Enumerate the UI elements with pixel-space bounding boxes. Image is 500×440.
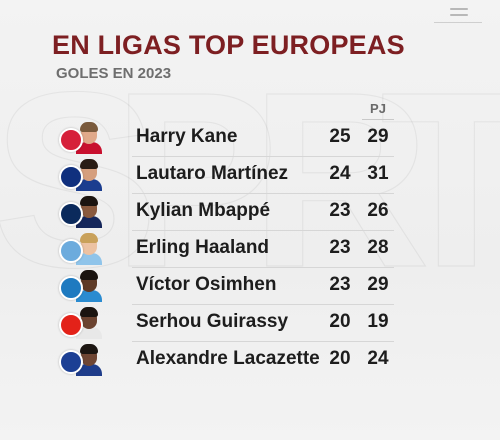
player-name: Erling Haaland (136, 237, 270, 258)
hair (80, 344, 98, 354)
player-avatar (59, 159, 105, 193)
club-crest-icon (59, 239, 83, 263)
goals-value: 23 (329, 237, 351, 258)
row-divider (132, 193, 394, 194)
corner-divider (434, 22, 482, 23)
row-divider (132, 304, 394, 305)
player-avatar (59, 122, 105, 156)
player-avatar (59, 307, 105, 341)
player-name: Serhou Guirassy (136, 311, 289, 332)
pj-value: 31 (367, 163, 389, 184)
row-divider (132, 267, 394, 268)
goals-value: 23 (329, 274, 351, 295)
table-row: Kylian Mbappé 23 26 (0, 196, 500, 232)
hair (80, 270, 98, 280)
goals-value: 20 (329, 348, 351, 369)
page-title: EN LIGAS TOP EUROPEAS (52, 30, 405, 60)
pj-value: 26 (367, 200, 389, 221)
shirt (76, 216, 102, 228)
pj-value: 19 (367, 311, 389, 332)
pj-value: 29 (367, 126, 389, 147)
player-avatar (59, 270, 105, 304)
table-row: Víctor Osimhen 23 29 (0, 270, 500, 306)
pj-value: 24 (367, 348, 389, 369)
player-name: Alexandre Lacazette (136, 348, 320, 369)
shirt (76, 290, 102, 302)
club-crest-icon (59, 313, 83, 337)
shirt (76, 179, 102, 191)
hair (80, 122, 98, 132)
menu-icon[interactable] (446, 8, 470, 24)
page-subtitle: GOLES EN 2023 (56, 65, 172, 82)
player-avatar (59, 344, 105, 378)
row-divider (132, 156, 394, 157)
player-name: Víctor Osimhen (136, 274, 277, 295)
pj-value: 29 (367, 274, 389, 295)
club-crest-icon (59, 202, 83, 226)
column-header-pj: PJ (370, 101, 386, 116)
hair (80, 196, 98, 206)
goals-value: 23 (329, 200, 351, 221)
table-row: Lautaro Martínez 24 31 (0, 159, 500, 195)
pj-value: 28 (367, 237, 389, 258)
table-row: Serhou Guirassy 20 19 (0, 307, 500, 343)
player-avatar (59, 233, 105, 267)
hair (80, 233, 98, 243)
shirt (76, 327, 102, 339)
shirt (76, 253, 102, 265)
goals-value: 24 (329, 163, 351, 184)
player-name: Harry Kane (136, 126, 238, 147)
club-crest-icon (59, 128, 83, 152)
goals-value: 20 (329, 311, 351, 332)
row-divider (132, 230, 394, 231)
table-row: Erling Haaland 23 28 (0, 233, 500, 269)
club-crest-icon (59, 165, 83, 189)
shirt (76, 364, 102, 376)
player-name: Lautaro Martínez (136, 163, 289, 184)
row-divider (132, 341, 394, 342)
player-name: Kylian Mbappé (136, 200, 271, 221)
hair (80, 159, 98, 169)
goals-value: 25 (329, 126, 351, 147)
table-row: Harry Kane 25 29 (0, 122, 500, 158)
club-crest-icon (59, 276, 83, 300)
player-avatar (59, 196, 105, 230)
hair (80, 307, 98, 317)
club-crest-icon (59, 350, 83, 374)
column-header-underline (362, 119, 394, 120)
table-row: Alexandre Lacazette 20 24 (0, 344, 500, 380)
shirt (76, 142, 102, 154)
